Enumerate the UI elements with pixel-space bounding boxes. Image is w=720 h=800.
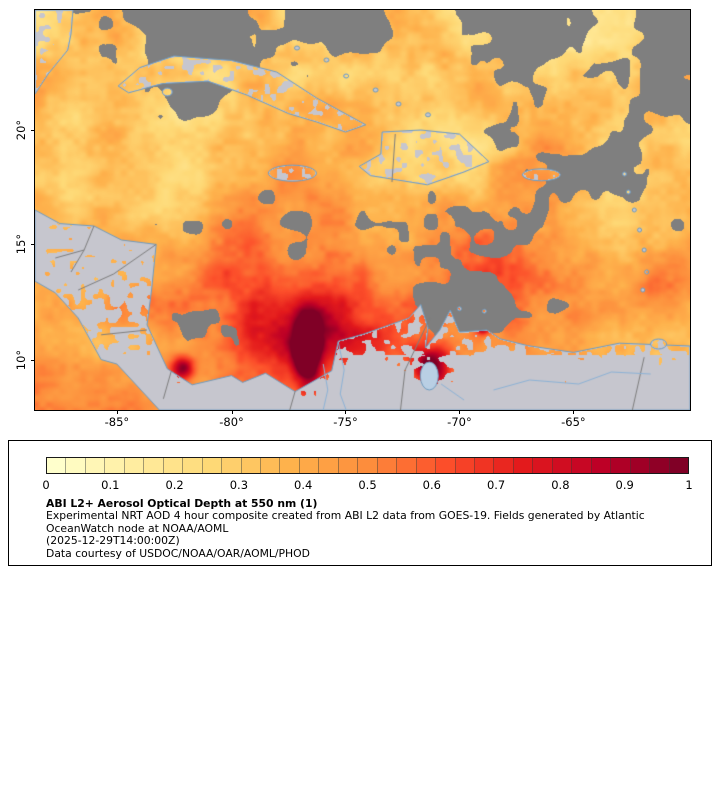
colorbar-tick-label: 0.7 bbox=[486, 478, 506, 492]
colorbar-tick-label: 1 bbox=[685, 478, 693, 492]
colorbar-tick-label: 0.8 bbox=[551, 478, 570, 492]
colorbar-segment bbox=[47, 458, 67, 473]
colorbar-segment bbox=[338, 458, 359, 473]
colorbar-tick-label: 0.3 bbox=[229, 478, 249, 492]
colorbar-tick-label: 0.5 bbox=[358, 478, 377, 492]
colorbar-tick-label: 0 bbox=[42, 478, 50, 492]
colorbar-tick-label: 0.2 bbox=[165, 478, 184, 492]
caption-description-line2: OceanWatch node at NOAA/AOML bbox=[46, 521, 229, 535]
colorbar-segment bbox=[591, 458, 612, 473]
colorbar-tick-label: 0.9 bbox=[615, 478, 634, 492]
colorbar-segment bbox=[572, 458, 592, 473]
colorbar-segment bbox=[630, 458, 651, 473]
y-axis-tick-label: 15° bbox=[14, 234, 28, 255]
colorbar-segment bbox=[494, 458, 514, 473]
colorbar-segment bbox=[260, 458, 281, 473]
colorbar-segment bbox=[299, 458, 320, 473]
colorbar-tick-labels: 0 0.1 0.2 0.3 0.4 0.5 0.6 0.7 0.8 0.9 1 bbox=[42, 478, 693, 492]
colorbar-segment bbox=[202, 458, 223, 473]
colorbar-segment bbox=[280, 458, 300, 473]
colorbar-segment bbox=[66, 458, 86, 473]
x-axis-tick bbox=[116, 410, 118, 414]
y-axis-tick-label: 10° bbox=[14, 349, 28, 370]
colorbar-tick-label: 0.1 bbox=[101, 478, 120, 492]
colorbar-segment bbox=[611, 458, 631, 473]
y-axis-tick bbox=[31, 244, 35, 246]
caption-title: ABI L2+ Aerosol Optical Depth at 550 nm … bbox=[46, 497, 318, 510]
colorbar-segment bbox=[552, 458, 573, 473]
colorbar-segment bbox=[85, 458, 106, 473]
aod-heatmap-canvas bbox=[35, 10, 690, 410]
colorbar-segment bbox=[669, 458, 688, 473]
x-axis-tick bbox=[345, 410, 347, 414]
x-axis-tick bbox=[573, 410, 575, 414]
caption-block: ABI L2+ Aerosol Optical Depth at 550 nm … bbox=[46, 497, 645, 560]
caption-credit: Data courtesy of USDOC/NOAA/OAR/AOML/PHO… bbox=[46, 546, 310, 560]
x-axis-tick-label: -70° bbox=[447, 415, 472, 429]
x-axis-tick-label: -75° bbox=[333, 415, 358, 429]
y-axis-tick-label: 20° bbox=[14, 119, 28, 140]
colorbar-segment bbox=[319, 458, 339, 473]
colorbar-segment bbox=[124, 458, 145, 473]
colorbar-segment bbox=[436, 458, 456, 473]
y-axis-tick bbox=[31, 359, 35, 361]
caption-timestamp: (2025-12-29T14:00:00Z) bbox=[46, 534, 180, 548]
colorbar-segment bbox=[183, 458, 203, 473]
legend-panel: 0 0.1 0.2 0.3 0.4 0.5 0.6 0.7 0.8 0.9 1 ABI L2+ Ae… bbox=[8, 440, 712, 566]
colorbar-tick-label: 0.4 bbox=[294, 478, 313, 492]
x-axis-tick bbox=[231, 410, 233, 414]
colorbar-segment bbox=[105, 458, 125, 473]
colorbar-segment bbox=[377, 458, 398, 473]
colorbar-segment bbox=[416, 458, 437, 473]
colorbar bbox=[46, 457, 689, 474]
colorbar-segment bbox=[533, 458, 553, 473]
colorbar-segment bbox=[650, 458, 670, 473]
colorbar-segment bbox=[358, 458, 378, 473]
colorbar-segment bbox=[474, 458, 495, 473]
colorbar-tick-label: 0.6 bbox=[422, 478, 441, 492]
colorbar-segment bbox=[397, 458, 417, 473]
colorbar-segment bbox=[513, 458, 534, 473]
colorbar-segment bbox=[144, 458, 164, 473]
colorbar-segment bbox=[222, 458, 242, 473]
colorbar-segment bbox=[455, 458, 475, 473]
x-axis-tick-label: -85° bbox=[104, 415, 130, 429]
map-plot-area: -85° -80° -75° -70° -65° 20° 15° 10° bbox=[14, 9, 691, 429]
y-axis-tick bbox=[31, 129, 35, 131]
colorbar-segment bbox=[163, 458, 184, 473]
x-axis-tick-label: -65° bbox=[561, 415, 586, 429]
colorbar-segment bbox=[241, 458, 261, 473]
x-axis-tick bbox=[459, 410, 461, 414]
caption-description-line1: Experimental NRT AOD 4 hour composite cr… bbox=[46, 509, 645, 523]
x-axis-tick-label: -80° bbox=[219, 415, 244, 429]
